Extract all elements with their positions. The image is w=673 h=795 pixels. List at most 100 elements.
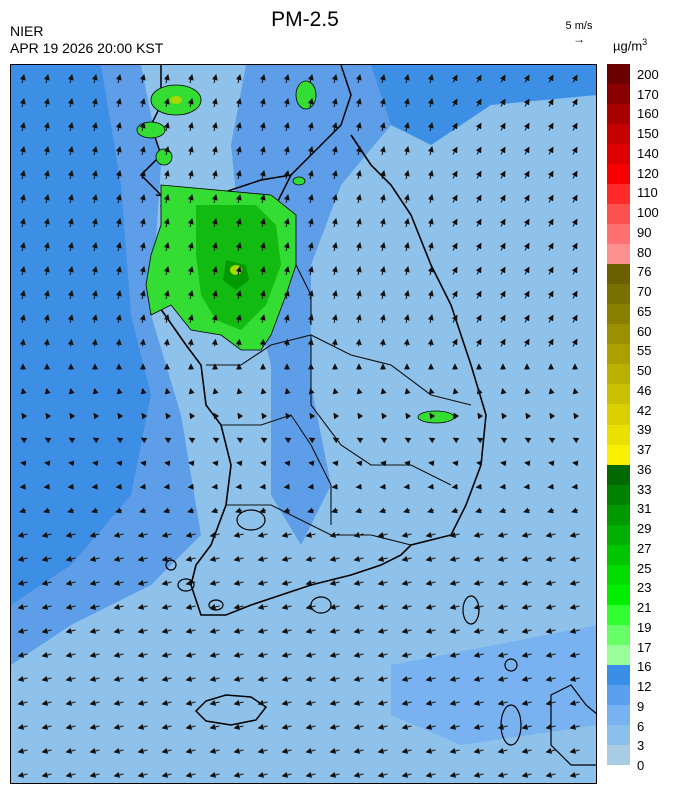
wind-arrow — [427, 483, 434, 490]
wind-arrow — [499, 170, 506, 179]
wind-arrow — [307, 74, 314, 84]
colorbar-tick-label: 12 — [637, 679, 652, 695]
wind-arrow — [427, 146, 434, 156]
wind-arrow — [65, 627, 76, 634]
wind-arrow — [405, 412, 412, 420]
colorbar-tick-label: 29 — [637, 521, 652, 537]
wind-arrow — [211, 338, 218, 347]
wind-arrow — [93, 412, 100, 420]
wind-arrow — [545, 747, 556, 754]
wind-arrow — [545, 651, 556, 658]
wind-arrow — [139, 170, 146, 180]
wind-arrow — [283, 338, 290, 347]
wind-arrow — [427, 266, 434, 276]
wind-arrow — [283, 170, 290, 180]
colorbar-segment — [607, 364, 630, 385]
wind-arrow — [139, 98, 146, 108]
wind-arrow — [571, 194, 578, 203]
wind-arrow — [68, 387, 75, 395]
wind-arrow — [189, 412, 196, 420]
wind-arrow — [379, 290, 386, 300]
colorbar-tick-label: 110 — [637, 185, 658, 201]
wind-arrow — [209, 651, 220, 658]
colorbar-tick-label: 33 — [637, 481, 652, 497]
wind-arrow — [185, 579, 196, 586]
wind-arrow — [403, 338, 410, 347]
wind-arrow — [285, 412, 292, 420]
wind-arrow — [571, 483, 578, 490]
wind-arrow — [523, 483, 530, 490]
wind-arrow — [377, 555, 388, 562]
wind-arrow — [19, 507, 27, 514]
wind-arrow — [353, 651, 364, 658]
wind-arrow — [307, 218, 314, 228]
wind-arrow — [281, 531, 292, 538]
wind-arrow — [113, 531, 124, 538]
wind-arrow — [329, 699, 340, 706]
colorbar-segment — [607, 224, 630, 245]
wind-arrow — [43, 507, 51, 514]
wind-arrow — [185, 651, 196, 658]
colorbar-tick-label: 140 — [637, 145, 659, 161]
wind-arrow — [401, 603, 412, 610]
wind-arrow — [545, 675, 556, 682]
pm25-map[interactable] — [10, 64, 597, 784]
wind-arrow — [569, 603, 580, 610]
wind-arrow — [115, 483, 122, 490]
wind-arrow — [115, 146, 122, 156]
wind-arrow — [473, 699, 484, 706]
wind-reference-label: 5 m/s — [565, 20, 593, 32]
colorbar-segment — [607, 544, 630, 566]
wind-arrow — [67, 146, 74, 156]
colorbar-segment — [607, 504, 630, 526]
wind-arrow — [547, 507, 555, 514]
wind-arrow — [89, 723, 100, 730]
wind-arrow — [475, 170, 482, 179]
wind-arrow — [521, 603, 532, 610]
wind-arrow — [187, 483, 194, 490]
wind-arrow — [283, 314, 290, 324]
wind-arrow — [379, 146, 386, 156]
wind-arrow — [476, 460, 483, 467]
wind-arrow — [547, 290, 554, 299]
wind-arrow — [113, 747, 124, 754]
wind-arrow — [428, 460, 435, 467]
wind-arrow — [401, 747, 412, 754]
wind-arrow — [428, 437, 436, 444]
wind-arrow — [377, 603, 388, 610]
wind-arrow — [499, 122, 506, 131]
wind-arrow — [235, 170, 242, 180]
wind-arrow — [523, 98, 530, 107]
wind-arrow — [523, 507, 531, 514]
colorbar-segment — [607, 284, 630, 305]
wind-arrow — [521, 531, 532, 538]
wind-arrow — [499, 266, 506, 275]
wind-arrow — [547, 74, 554, 83]
hotspot-north-4 — [295, 80, 317, 110]
wind-arrow — [403, 218, 410, 228]
wind-arrow — [139, 507, 147, 514]
colorbar-tick-label: 0 — [637, 758, 645, 773]
wind-arrow — [17, 699, 28, 706]
wind-arrow — [67, 170, 74, 180]
wind-arrow — [356, 460, 363, 467]
colorbar-segment — [607, 604, 630, 626]
wind-arrow — [547, 218, 554, 227]
wind-arrow — [163, 74, 170, 84]
wind-arrow — [65, 555, 76, 562]
wind-arrow — [381, 412, 388, 420]
wind-arrow — [19, 122, 26, 132]
wind-arrow — [427, 122, 434, 132]
wind-arrow — [235, 194, 242, 204]
wind-arrow — [545, 699, 556, 706]
wind-arrow — [425, 771, 436, 778]
wind-arrow — [163, 194, 170, 204]
wind-arrow — [19, 170, 26, 180]
wind-arrow — [547, 338, 554, 347]
wind-arrow — [283, 483, 290, 490]
wind-arrow — [283, 98, 290, 108]
wind-arrow — [403, 507, 411, 514]
wind-arrow — [43, 98, 50, 108]
wind-arrow — [235, 338, 242, 347]
wind-arrow — [163, 338, 170, 347]
